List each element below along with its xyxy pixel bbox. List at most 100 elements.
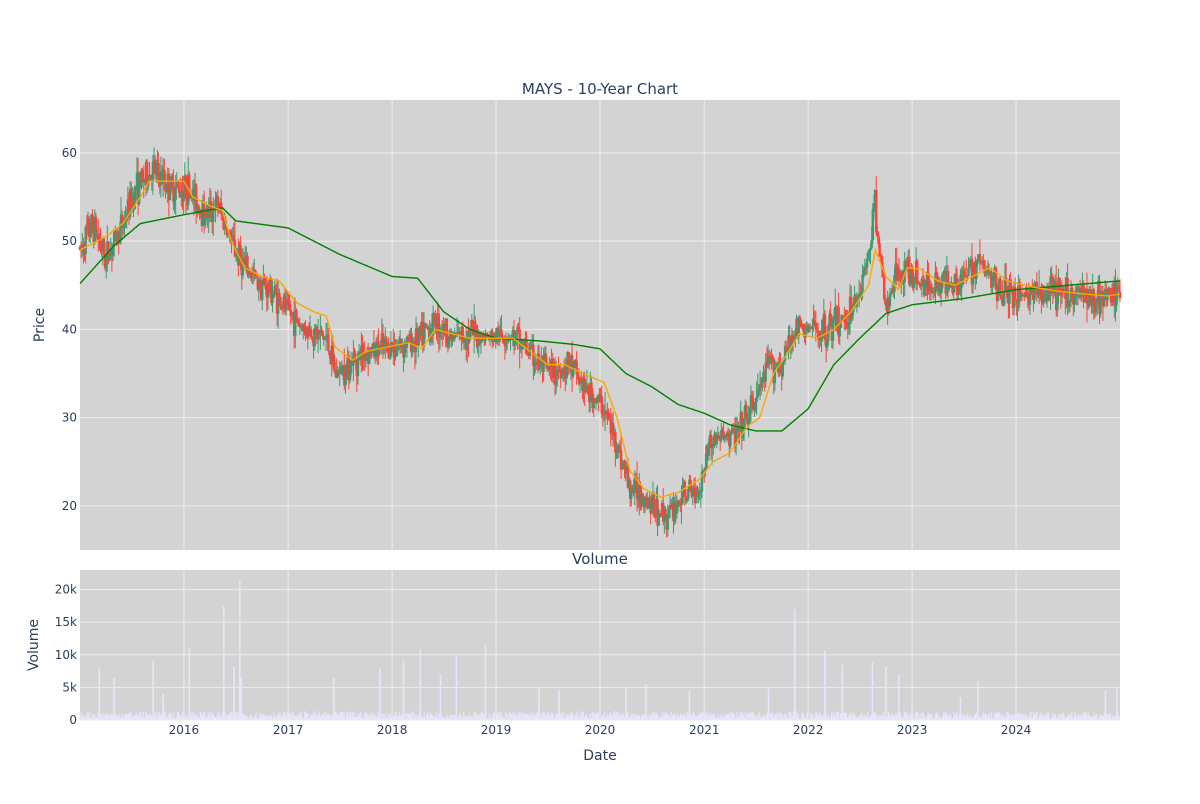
volume-bar bbox=[706, 715, 708, 720]
volume-bar bbox=[385, 712, 387, 720]
volume-bar bbox=[509, 711, 511, 720]
candle-down bbox=[426, 326, 429, 329]
candle-down bbox=[1006, 286, 1009, 299]
volume-bar bbox=[1059, 718, 1061, 720]
volume-bar bbox=[567, 713, 569, 720]
volume-bar bbox=[177, 711, 179, 720]
volume-bar bbox=[733, 714, 736, 720]
volume-bar bbox=[110, 716, 112, 720]
volume-bar bbox=[1083, 713, 1085, 720]
x-tick-label: 2018 bbox=[377, 723, 408, 737]
volume-bar bbox=[615, 711, 618, 720]
volume-bar bbox=[421, 718, 423, 720]
volume-bar bbox=[304, 711, 306, 720]
volume-bar bbox=[831, 711, 833, 720]
candle-down bbox=[216, 195, 220, 209]
volume-bar bbox=[418, 712, 420, 720]
volume-bar bbox=[242, 713, 244, 720]
volume-bar bbox=[1014, 713, 1017, 720]
volume-bar bbox=[894, 716, 896, 720]
candle-down bbox=[623, 460, 626, 470]
volume-bar bbox=[1025, 713, 1027, 720]
volume-bar bbox=[189, 713, 191, 720]
volume-bar bbox=[288, 713, 290, 720]
volume-bar bbox=[433, 716, 435, 720]
volume-bar bbox=[687, 714, 689, 720]
volume-bar bbox=[355, 716, 357, 720]
volume-bar bbox=[131, 717, 133, 720]
candle-up bbox=[1024, 292, 1027, 298]
candle-down bbox=[102, 238, 106, 256]
volume-bar bbox=[949, 716, 951, 720]
volume-bar bbox=[593, 712, 595, 720]
volume-bar bbox=[614, 711, 616, 720]
volume-bar bbox=[511, 713, 513, 720]
candle-down bbox=[176, 181, 180, 188]
candle-down bbox=[461, 326, 464, 341]
candle-down bbox=[381, 333, 385, 348]
volume-bar bbox=[451, 718, 454, 720]
volume-bar bbox=[204, 711, 206, 720]
candle-up bbox=[204, 217, 207, 225]
volume-bar bbox=[989, 713, 991, 720]
volume-bar bbox=[948, 715, 950, 720]
candle-up bbox=[1096, 298, 1099, 303]
volume-bar bbox=[1108, 714, 1110, 720]
volume-bar bbox=[246, 715, 249, 720]
volume-bar bbox=[442, 716, 444, 720]
volume-bar bbox=[732, 715, 734, 720]
volume-bar bbox=[589, 714, 591, 720]
candle-up bbox=[364, 353, 368, 361]
volume-bar bbox=[527, 713, 529, 720]
volume-bar bbox=[820, 716, 822, 720]
volume-bar bbox=[932, 718, 935, 720]
volume-bar bbox=[1080, 714, 1082, 720]
volume-bar bbox=[866, 715, 868, 720]
volume-bar bbox=[312, 711, 314, 720]
candle-up bbox=[148, 174, 151, 182]
volume-bar bbox=[83, 716, 85, 720]
volume-bar bbox=[376, 715, 378, 720]
candle-up bbox=[174, 186, 177, 201]
candle-up bbox=[715, 436, 718, 445]
volume-bar bbox=[134, 714, 136, 720]
volume-bar bbox=[1033, 715, 1035, 720]
candle-down bbox=[525, 339, 528, 352]
volume-bar bbox=[629, 717, 631, 720]
volume-bar bbox=[943, 714, 946, 720]
candle-up bbox=[851, 311, 854, 320]
volume-bar bbox=[226, 717, 228, 720]
volume-bar bbox=[1102, 715, 1104, 720]
volume-bar bbox=[157, 714, 160, 720]
candle-down bbox=[149, 174, 152, 178]
volume-bar bbox=[89, 718, 91, 720]
volume-bar bbox=[381, 712, 384, 720]
volume-bar bbox=[1031, 717, 1034, 720]
candle-down bbox=[791, 334, 795, 342]
volume-bar bbox=[322, 715, 324, 720]
volume-bar bbox=[573, 717, 575, 720]
volume-bar bbox=[556, 712, 558, 720]
volume-bar bbox=[574, 714, 577, 720]
candle-down bbox=[274, 286, 278, 295]
volume-bar bbox=[319, 717, 321, 720]
volume-bar bbox=[920, 718, 923, 720]
volume-bar bbox=[313, 713, 315, 720]
volume-bar bbox=[287, 711, 289, 720]
volume-bar bbox=[1090, 715, 1093, 720]
candle-down bbox=[485, 333, 488, 335]
volume-bar bbox=[1086, 715, 1088, 720]
candle-up bbox=[165, 190, 168, 192]
volume-bar bbox=[185, 718, 187, 720]
volume-bar bbox=[106, 712, 108, 720]
volume-bar bbox=[1012, 714, 1014, 720]
volume-bar bbox=[672, 714, 674, 720]
candle-up bbox=[947, 287, 951, 289]
volume-bar bbox=[298, 713, 301, 720]
candle-down bbox=[970, 258, 974, 285]
volume-bar bbox=[387, 713, 390, 720]
candle-up bbox=[992, 275, 995, 282]
volume-bar bbox=[146, 713, 148, 720]
volume-bar bbox=[200, 712, 202, 720]
